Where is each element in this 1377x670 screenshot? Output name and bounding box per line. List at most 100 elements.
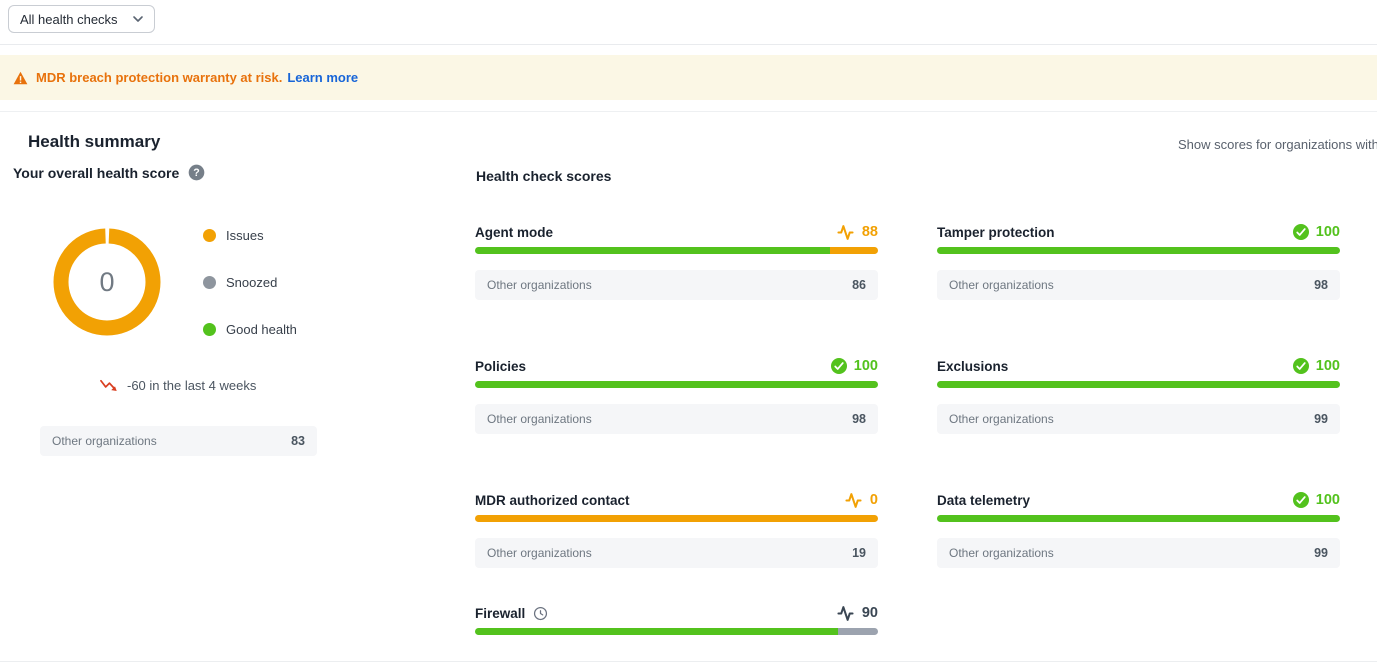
- score-bar-fill: [937, 381, 1340, 388]
- score-progress-bar: [475, 381, 878, 388]
- score-bar-remainder: [475, 515, 878, 522]
- warning-banner: MDR breach protection warranty at risk. …: [0, 55, 1377, 100]
- health-check-score: 100: [1315, 358, 1340, 374]
- score-bar-fill: [475, 381, 878, 388]
- divider: [0, 661, 1377, 662]
- benchmark-value: 83: [291, 434, 305, 448]
- health-checks-filter-dropdown[interactable]: All health checks: [8, 5, 155, 33]
- benchmark-label: Other organizations: [949, 412, 1054, 426]
- health-check-card: Tamper protection 100 Other organization…: [937, 222, 1340, 300]
- benchmark-row: Other organizations 99: [937, 538, 1340, 568]
- legend-label: Snoozed: [226, 274, 278, 290]
- overall-score-value: 0: [99, 266, 115, 297]
- legend-item-good-health: Good health: [203, 321, 297, 337]
- health-check-card-header: Tamper protection 100: [937, 222, 1340, 242]
- health-check-score: 0: [869, 492, 878, 508]
- help-icon[interactable]: ?: [188, 164, 205, 181]
- overall-health-score-title: Your overall health score: [13, 164, 180, 181]
- benchmark-label: Other organizations: [487, 546, 592, 560]
- legend-item-snoozed: Snoozed: [203, 274, 277, 290]
- health-check-scores-title: Health check scores: [476, 168, 612, 184]
- score-bar-fill: [937, 515, 1340, 522]
- health-check-card-header: MDR authorized contact 0: [475, 490, 878, 510]
- divider: [0, 111, 1377, 112]
- health-check-card: MDR authorized contact 0 Other organizat…: [475, 490, 878, 568]
- benchmark-label: Other organizations: [487, 412, 592, 426]
- pulse-status-icon: [837, 224, 854, 240]
- score-bar-remainder: [829, 247, 878, 254]
- benchmark-label: Other organizations: [949, 546, 1054, 560]
- good-health-dot-icon: [203, 322, 216, 336]
- health-check-title: Policies: [475, 358, 527, 374]
- warning-triangle-icon: [13, 71, 28, 84]
- check-status-icon: [1292, 358, 1309, 374]
- health-check-card: Agent mode 88 Other organizations 86: [475, 222, 878, 300]
- score-progress-bar: [937, 515, 1340, 522]
- health-check-card: Data telemetry 100 Other organizations 9…: [937, 490, 1340, 568]
- score-bar-fill: [475, 247, 830, 254]
- benchmark-label: Other organizations: [52, 434, 157, 448]
- score-progress-bar: [937, 247, 1340, 254]
- warning-banner-message: MDR breach protection warranty at risk.: [36, 70, 283, 85]
- legend-label: Good health: [226, 321, 297, 337]
- score-bar-fill: [475, 628, 838, 635]
- pulse-status-icon: [837, 605, 854, 621]
- benchmark-value: 99: [1314, 412, 1328, 426]
- benchmark-value: 86: [852, 278, 866, 292]
- score-trend: -60 in the last 4 weeks: [100, 378, 256, 393]
- check-status-icon: [830, 358, 847, 374]
- health-check-score: 88: [861, 224, 878, 240]
- health-check-card: Firewall 90: [475, 603, 878, 635]
- benchmark-row: Other organizations 19: [475, 538, 878, 568]
- svg-text:?: ?: [194, 167, 200, 179]
- benchmark-value: 98: [852, 412, 866, 426]
- health-check-title: Agent mode: [475, 224, 554, 240]
- overall-health-score-header: Your overall health score ?: [13, 164, 205, 181]
- health-check-title: Exclusions: [937, 358, 1009, 374]
- show-scores-note: Show scores for organizations with: [1178, 137, 1377, 152]
- score-progress-bar: [475, 247, 878, 254]
- health-check-title: Firewall: [475, 605, 526, 621]
- score-progress-bar: [937, 381, 1340, 388]
- health-check-score: 100: [853, 358, 878, 374]
- benchmark-value: 19: [852, 546, 866, 560]
- health-checks-filter-label: All health checks: [20, 11, 118, 27]
- score-progress-bar: [475, 628, 878, 635]
- overall-benchmark-row: Other organizations 83: [40, 426, 317, 456]
- score-bar-fill: [937, 247, 1340, 254]
- health-check-title: Data telemetry: [937, 492, 1031, 508]
- health-check-card-header: Data telemetry 100: [937, 490, 1340, 510]
- snoozed-dot-icon: [203, 275, 216, 289]
- check-status-icon: [1292, 224, 1309, 240]
- health-check-title: Tamper protection: [937, 224, 1055, 240]
- overall-score-donut: 0: [47, 222, 167, 342]
- trend-down-icon: [100, 379, 117, 391]
- learn-more-link[interactable]: Learn more: [287, 70, 359, 85]
- benchmark-row: Other organizations 99: [937, 404, 1340, 434]
- legend-label: Issues: [226, 227, 264, 243]
- health-check-card: Policies 100 Other organizations 98: [475, 356, 878, 434]
- health-check-title: MDR authorized contact: [475, 492, 630, 508]
- page-title: Health summary: [28, 132, 161, 151]
- legend-item-issues: Issues: [203, 227, 264, 243]
- health-check-score: 100: [1315, 224, 1340, 240]
- benchmark-value: 98: [1314, 278, 1328, 292]
- check-status-icon: [1292, 492, 1309, 508]
- benchmark-label: Other organizations: [487, 278, 592, 292]
- health-check-score: 90: [861, 605, 878, 621]
- benchmark-row: Other organizations 86: [475, 270, 878, 300]
- health-check-card-header: Agent mode 88: [475, 222, 878, 242]
- health-check-card-header: Firewall 90: [475, 603, 878, 623]
- donut-ring: [53, 228, 161, 336]
- chevron-down-icon: [132, 16, 143, 22]
- benchmark-row: Other organizations 98: [937, 270, 1340, 300]
- issues-dot-icon: [203, 228, 216, 242]
- pulse-status-icon: [845, 492, 862, 508]
- benchmark-value: 99: [1314, 546, 1328, 560]
- benchmark-label: Other organizations: [949, 278, 1054, 292]
- score-progress-bar: [475, 515, 878, 522]
- trend-text: -60 in the last 4 weeks: [127, 378, 257, 393]
- health-check-card-header: Exclusions 100: [937, 356, 1340, 376]
- health-check-card-header: Policies 100: [475, 356, 878, 376]
- clock-icon: [534, 606, 548, 620]
